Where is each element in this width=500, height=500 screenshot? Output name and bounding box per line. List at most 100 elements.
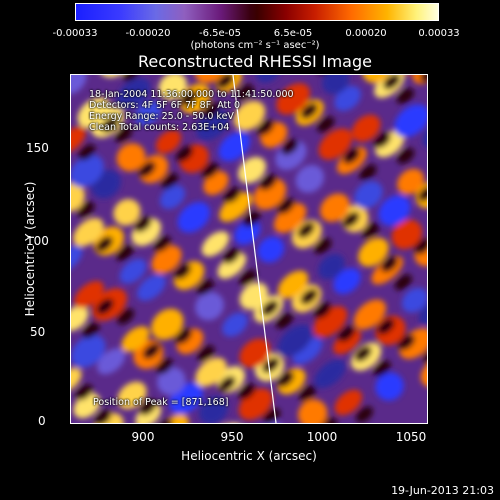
dark-fringe bbox=[314, 359, 346, 389]
bright-fringe bbox=[71, 126, 86, 155]
x-axis-label: Heliocentric X (arcsec) bbox=[181, 449, 317, 463]
footer-date: 19-Jun-2013 21:03 bbox=[391, 484, 494, 497]
dark-fringe bbox=[378, 195, 411, 226]
bright-fringe bbox=[71, 305, 89, 332]
dark-fringe bbox=[222, 312, 248, 337]
dark-fringe bbox=[159, 185, 186, 209]
dark-gap bbox=[155, 358, 173, 375]
bright-fringe bbox=[71, 182, 85, 213]
dark-fringe bbox=[394, 104, 427, 138]
bright-fringe bbox=[351, 114, 381, 142]
dark-gap bbox=[320, 417, 338, 423]
dark-fringe bbox=[134, 100, 162, 126]
bright-fringe bbox=[334, 389, 363, 416]
dark-gap bbox=[373, 132, 391, 149]
dark-fringe bbox=[71, 75, 87, 95]
dark-fringe bbox=[119, 258, 147, 284]
dark-gap bbox=[314, 302, 332, 319]
dark-gap bbox=[95, 236, 113, 253]
dark-gap bbox=[139, 399, 157, 416]
dark-gap bbox=[115, 126, 133, 143]
dark-fringe bbox=[195, 292, 224, 321]
y-axis-label: Heliocentric Y (arcsec) bbox=[23, 181, 37, 317]
dark-fringe bbox=[292, 337, 323, 365]
bright-fringe bbox=[116, 143, 146, 172]
dark-gap bbox=[300, 103, 318, 119]
dark-gap bbox=[78, 144, 96, 161]
image-pattern bbox=[71, 75, 427, 423]
dark-gap bbox=[197, 345, 215, 362]
dark-gap bbox=[420, 75, 427, 83]
dark-gap bbox=[77, 201, 95, 218]
dark-fringe bbox=[71, 245, 83, 274]
image-plot[interactable]: 18-Jan-2004 11:36:00.000 to 11:41:50.000… bbox=[70, 74, 428, 424]
colorbar-tick: 6.5e-05 bbox=[273, 28, 313, 39]
dark-gap bbox=[196, 279, 214, 296]
dark-gap bbox=[298, 385, 317, 402]
dark-gap bbox=[261, 300, 279, 316]
dark-gap bbox=[394, 274, 412, 291]
dark-fringe bbox=[334, 85, 361, 111]
annotation-detectors: Detectors: 4F 5F 6F 7F 8F, Att 0 bbox=[89, 100, 241, 111]
dark-fringe bbox=[401, 287, 427, 313]
colorbar-tick: -6.5e-05 bbox=[199, 28, 241, 39]
dark-gap bbox=[218, 376, 236, 392]
dark-fringe bbox=[234, 219, 261, 245]
y-tick-label: 150 bbox=[26, 141, 49, 155]
bright-fringe bbox=[201, 231, 230, 257]
dark-gap bbox=[222, 247, 241, 264]
bright-fringe bbox=[362, 75, 390, 84]
colorbar-units: (photons cm⁻² s⁻¹ asec⁻²) bbox=[190, 40, 320, 51]
colorbar-tick: -0.00020 bbox=[125, 28, 171, 39]
dark-gap bbox=[383, 75, 401, 90]
dark-fringe bbox=[177, 202, 211, 233]
bright-fringe bbox=[195, 357, 227, 387]
dark-gap bbox=[354, 345, 372, 362]
dark-gap bbox=[377, 318, 395, 335]
dark-gap bbox=[223, 187, 241, 204]
dark-fringe bbox=[198, 396, 228, 423]
bright-fringe bbox=[298, 399, 328, 423]
dark-gap bbox=[397, 334, 416, 351]
bright-fringe bbox=[353, 299, 387, 330]
dark-gap bbox=[418, 185, 427, 202]
dark-gap bbox=[94, 409, 112, 423]
bright-fringe bbox=[276, 83, 311, 115]
dark-gap bbox=[259, 174, 277, 191]
dark-gap bbox=[239, 269, 257, 286]
dark-gap bbox=[202, 102, 220, 119]
dark-gap bbox=[236, 84, 254, 101]
dark-fringe bbox=[71, 335, 106, 368]
dark-fringe bbox=[318, 254, 345, 280]
bright-fringe bbox=[151, 245, 182, 274]
y-tick-label: 100 bbox=[26, 234, 49, 248]
colorbar-tick: 0.00020 bbox=[345, 28, 387, 39]
dark-gap bbox=[359, 164, 377, 181]
dark-fringe bbox=[354, 181, 383, 209]
dark-fringe bbox=[418, 299, 427, 325]
dark-gap bbox=[75, 384, 93, 401]
bright-fringe bbox=[358, 237, 389, 267]
colorbar-tick: -0.00033 bbox=[52, 28, 98, 39]
dark-fringe bbox=[375, 372, 404, 401]
dark-gap bbox=[201, 162, 219, 179]
dark-gap bbox=[342, 148, 361, 164]
bright-fringe bbox=[333, 329, 361, 355]
dark-gap bbox=[142, 343, 161, 359]
dark-fringe bbox=[157, 367, 186, 396]
colorbar-tick: 0.00033 bbox=[418, 28, 460, 39]
dark-gap bbox=[161, 173, 179, 189]
dark-gap bbox=[373, 360, 391, 377]
y-tick-label: 0 bbox=[38, 414, 46, 428]
bright-fringe bbox=[391, 219, 423, 250]
bright-fringe bbox=[121, 326, 150, 352]
bright-fringe bbox=[194, 75, 225, 84]
dark-gap bbox=[397, 148, 415, 164]
dark-gap bbox=[173, 263, 192, 280]
x-tick-label: 1050 bbox=[395, 430, 427, 444]
dark-gap bbox=[380, 256, 399, 273]
dark-gap bbox=[276, 371, 295, 388]
dark-gap bbox=[275, 313, 294, 329]
dark-gap bbox=[342, 211, 360, 228]
dark-gap bbox=[355, 406, 373, 423]
